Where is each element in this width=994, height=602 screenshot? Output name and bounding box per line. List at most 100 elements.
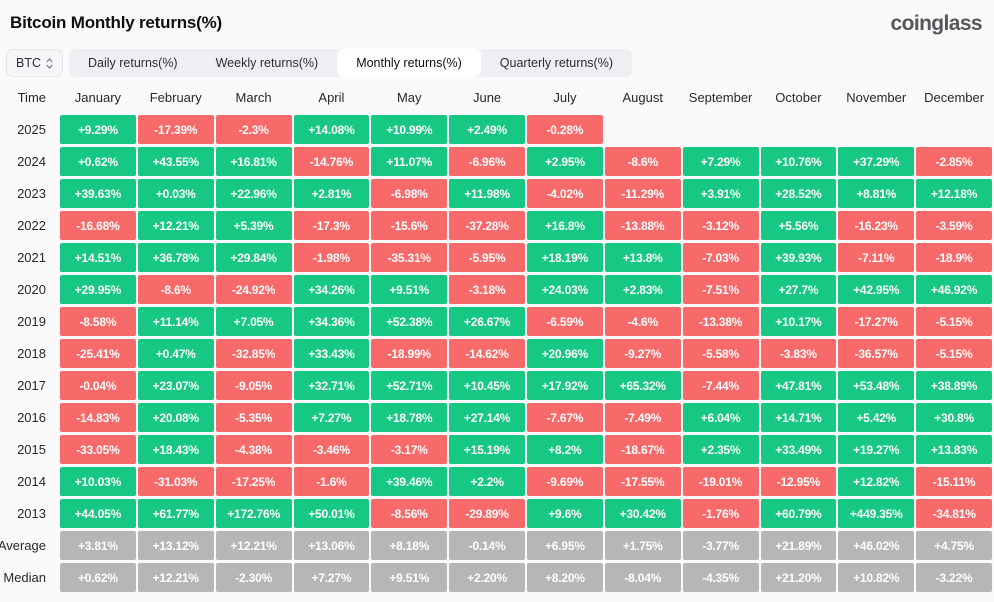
- return-cell: +5.39%: [215, 211, 292, 240]
- return-cell: -7.67%: [527, 403, 603, 432]
- return-cell: -18.67%: [604, 435, 681, 464]
- return-cell: +0.47%: [137, 339, 214, 368]
- return-cell: +0.62%: [60, 563, 136, 592]
- return-cell: +0.62%: [60, 147, 136, 176]
- return-cell: +449.35%: [838, 499, 915, 528]
- month-column-header: September: [688, 90, 753, 105]
- return-cell: +2.81%: [293, 179, 370, 208]
- return-cell: -1.98%: [293, 243, 370, 272]
- return-cell: -4.6%: [604, 307, 681, 336]
- return-cell: -37.28%: [449, 211, 525, 240]
- return-cell: +10.76%: [760, 147, 837, 176]
- return-cell: -2.85%: [916, 147, 992, 176]
- return-cell: +11.07%: [371, 147, 448, 176]
- return-cell: -9.27%: [604, 339, 681, 368]
- return-cell: -16.23%: [838, 211, 915, 240]
- row-label-2023: 2023: [17, 186, 46, 201]
- return-cell: +21.89%: [760, 531, 837, 560]
- return-cell: +14.71%: [760, 403, 837, 432]
- return-cell: +15.19%: [449, 435, 525, 464]
- return-cell: +33.49%: [760, 435, 837, 464]
- return-cell: -25.41%: [60, 339, 136, 368]
- tab-quarterly-returns[interactable]: Quarterly returns(%): [499, 56, 614, 70]
- return-cell: -33.05%: [60, 435, 136, 464]
- return-cell: -4.38%: [215, 435, 292, 464]
- return-cell: +18.19%: [527, 243, 603, 272]
- empty-cell: [683, 115, 759, 144]
- return-cell: +14.08%: [293, 115, 370, 144]
- return-cell: +47.81%: [760, 371, 837, 400]
- return-cell: +10.03%: [60, 467, 136, 496]
- return-cell: -6.96%: [449, 147, 525, 176]
- return-cell: -3.18%: [449, 275, 525, 304]
- controls-row: BTC Daily returns(%) Weekly returns(%) Mon…: [0, 49, 994, 77]
- return-cell: -1.6%: [293, 467, 370, 496]
- return-cell: +17.92%: [527, 371, 603, 400]
- return-cell: +18.43%: [137, 435, 214, 464]
- return-cell: +50.01%: [293, 499, 370, 528]
- return-cell: +42.95%: [838, 275, 915, 304]
- return-cell: -9.69%: [527, 467, 603, 496]
- row-label-2020: 2020: [17, 282, 46, 297]
- return-cell: +7.05%: [215, 307, 292, 336]
- return-cell: +7.27%: [293, 563, 370, 592]
- topbar: Bitcoin Monthly returns(%) coinglass: [0, 0, 994, 34]
- return-cell: -13.88%: [604, 211, 681, 240]
- return-cell: -7.49%: [604, 403, 681, 432]
- empty-cell: [916, 115, 992, 144]
- return-cell: -8.58%: [60, 307, 136, 336]
- return-cell: +13.83%: [916, 435, 992, 464]
- return-cell: -2.3%: [215, 115, 292, 144]
- return-cell: -8.56%: [371, 499, 448, 528]
- return-cell: +7.29%: [682, 147, 759, 176]
- return-cell: +9.51%: [371, 563, 448, 592]
- return-cell: +30.8%: [916, 403, 992, 432]
- return-cell: +11.98%: [449, 179, 525, 208]
- return-cell: +13.8%: [604, 243, 681, 272]
- return-cell: -3.22%: [916, 563, 992, 592]
- return-cell: -4.35%: [682, 563, 759, 592]
- tab-monthly-returns[interactable]: Monthly returns(%): [337, 49, 481, 77]
- return-cell: +2.95%: [527, 147, 603, 176]
- return-cell: +8.2%: [527, 435, 603, 464]
- return-cell: +52.71%: [371, 371, 448, 400]
- return-cell: +12.21%: [215, 531, 292, 560]
- return-cell: +65.32%: [604, 371, 681, 400]
- row-label-average: Average: [0, 538, 46, 553]
- return-cell: -35.31%: [371, 243, 448, 272]
- return-cell: +61.77%: [137, 499, 214, 528]
- tab-weekly-returns[interactable]: Weekly returns(%): [215, 56, 319, 70]
- row-label-2013: 2013: [17, 506, 46, 521]
- row-label-median: Median: [3, 570, 46, 585]
- return-cell: +3.91%: [682, 179, 759, 208]
- month-column-header: June: [472, 90, 502, 105]
- return-cell: -3.77%: [682, 531, 759, 560]
- return-cell: +39.63%: [60, 179, 136, 208]
- updown-arrows-icon: [46, 57, 53, 69]
- return-cell: -3.59%: [916, 211, 992, 240]
- row-label-2024: 2024: [17, 154, 46, 169]
- return-cell: +11.14%: [137, 307, 214, 336]
- return-cell: +24.03%: [527, 275, 603, 304]
- return-cell: +10.45%: [449, 371, 525, 400]
- return-cell: -6.98%: [371, 179, 448, 208]
- return-cell: -17.25%: [215, 467, 292, 496]
- return-cell: +2.83%: [604, 275, 681, 304]
- return-cell: +23.07%: [137, 371, 214, 400]
- return-cell: +16.8%: [527, 211, 603, 240]
- return-cell: +19.27%: [838, 435, 915, 464]
- return-cell: -36.57%: [838, 339, 915, 368]
- tab-daily-returns[interactable]: Daily returns(%): [88, 56, 178, 70]
- return-cell: -3.46%: [293, 435, 370, 464]
- return-cell: +34.26%: [293, 275, 370, 304]
- return-cell: -24.92%: [215, 275, 292, 304]
- return-cell: +1.75%: [604, 531, 681, 560]
- return-cell: +22.96%: [215, 179, 292, 208]
- return-cell: -8.6%: [137, 275, 214, 304]
- return-cell: -31.03%: [137, 467, 214, 496]
- return-cell: +14.51%: [60, 243, 136, 272]
- coinglass-logo: coinglass: [890, 12, 983, 35]
- symbol-select[interactable]: BTC: [6, 49, 63, 77]
- return-cell: +2.2%: [449, 467, 525, 496]
- row-label-2025: 2025: [17, 122, 46, 137]
